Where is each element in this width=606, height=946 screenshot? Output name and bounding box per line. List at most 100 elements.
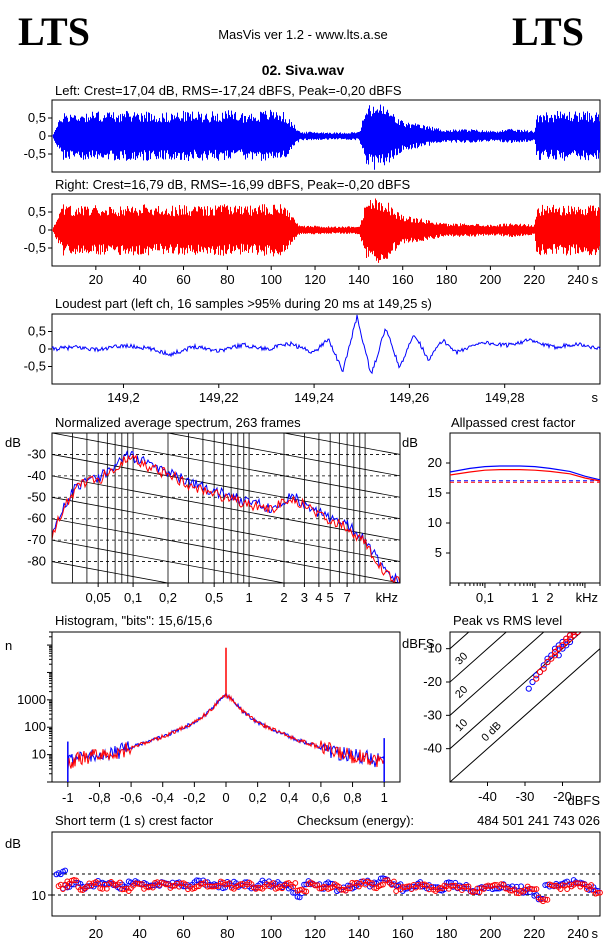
slope-line <box>52 454 400 520</box>
xtick-label: -0,4 <box>152 790 174 805</box>
ytick-label: -80 <box>27 554 46 569</box>
pvr-right-point <box>566 635 574 642</box>
allpassed-left-series <box>449 465 601 481</box>
xtick-label: 0,5 <box>205 590 223 605</box>
allpassed-crest-plot: 20 15 10 5 0,1 1 2 kHz <box>428 432 601 605</box>
x-unit-label: kHz <box>576 590 598 605</box>
xtick-label: 0,05 <box>86 590 111 605</box>
pvr-area: 40 30 20 10 0 dB <box>450 623 600 782</box>
pvr-left-point <box>579 623 584 628</box>
xtick-label: 100 <box>260 926 282 941</box>
short-term-right-point <box>312 882 318 889</box>
pvr-right-point <box>555 645 562 652</box>
xtick-label: 40 <box>132 926 146 941</box>
ytick-label: -70 <box>27 532 46 547</box>
pvr-right-point <box>570 632 577 639</box>
pvr-right-point <box>533 675 540 682</box>
right-waveform-title: Right: Crest=16,79 dB, RMS=-16,99 dBFS, … <box>55 177 410 192</box>
peak-vs-rms-title: Peak vs RMS level <box>453 613 562 628</box>
xtick-label: 0,6 <box>312 790 330 805</box>
xtick-label: 200 <box>480 926 502 941</box>
pvr-right-point <box>579 623 584 628</box>
spectrum-grid <box>52 283 400 583</box>
ytick-label: 10 <box>32 888 46 903</box>
xtick-label: 160 <box>392 272 414 287</box>
spectrum-right-series <box>52 454 400 583</box>
diagonal-line <box>450 632 545 717</box>
short-term-crest-title: Short term (1 s) crest factor <box>55 813 214 828</box>
short-term-right-point <box>136 881 143 887</box>
ytick-label: -0,5 <box>24 359 46 374</box>
xtick-label: 149,26 <box>390 390 430 405</box>
ytick-label: 0 <box>39 222 46 237</box>
pvr-left-point <box>555 642 562 649</box>
spectrum-ylabel: dB <box>5 435 21 450</box>
short-term-right-point <box>226 880 233 887</box>
short-term-right-point <box>345 885 351 892</box>
ytick-label: 5 <box>435 545 442 560</box>
x-unit-label: s <box>592 272 599 287</box>
allpassed-frame <box>449 432 601 584</box>
xtick-label: 0,1 <box>124 590 142 605</box>
spectrum-plot: -30 -40 -50 -60 -70 -80 0,05 0,1 0,2 0,5 1 2 3 4 5 7 kHz <box>27 283 401 605</box>
left-waveform-title: Left: Crest=17,04 dB, RMS=-17,24 dBFS, P… <box>55 83 402 98</box>
short-term-right-point <box>597 889 603 896</box>
slope-line <box>52 326 400 390</box>
xtick-label: 149,22 <box>199 390 239 405</box>
file-title: 02. Siva.wav <box>262 62 345 78</box>
histogram-plot: 1000 100 10 -1 -0,8 -0,6 -0,4 -0,2 0 0,2 0,4 0,6 0,8… <box>17 631 401 805</box>
diagonal-label: 30 <box>453 650 470 667</box>
pvr-left-point <box>582 623 587 628</box>
xtick-label: 240 <box>567 926 589 941</box>
xtick-label: 120 <box>304 272 326 287</box>
xtick-label: 220 <box>523 926 545 941</box>
xtick-label: 160 <box>392 926 414 941</box>
xtick-label: 0 <box>222 790 229 805</box>
short-term-right-point <box>237 881 244 888</box>
short-term-right-point <box>270 880 277 886</box>
slope-line <box>281 433 400 455</box>
xtick-label: -0,8 <box>88 790 110 805</box>
xtick-label: 180 <box>436 272 458 287</box>
pvr-frame <box>449 631 601 783</box>
ytick-label: -40 <box>27 468 46 483</box>
short-term-right-point <box>60 886 66 892</box>
ytick-label: 100 <box>24 719 46 734</box>
short-term-left-point <box>290 889 297 896</box>
ytick-label: 10 <box>428 515 442 530</box>
allpassed-crest-title: Allpassed crest factor <box>451 415 576 430</box>
spectrum-frame <box>51 432 401 584</box>
short-term-right-point <box>97 885 104 892</box>
ytick-label: -0,5 <box>24 146 46 161</box>
spectrum-title: Normalized average spectrum, 263 frames <box>55 415 301 430</box>
xtick-label: 140 <box>348 272 370 287</box>
slope-line <box>52 283 400 347</box>
xtick-label: 1 <box>531 590 538 605</box>
xtick-label: -0,2 <box>183 790 205 805</box>
pvr-left-point <box>575 626 580 631</box>
ytick-label: -60 <box>27 511 46 526</box>
xtick-label: 0,2 <box>249 790 267 805</box>
short-term-right-point <box>292 880 299 886</box>
xtick-label: 120 <box>304 926 326 941</box>
xtick-label: 4 <box>315 590 322 605</box>
short-term-right-point <box>347 885 354 892</box>
pvr-right-point <box>575 626 580 631</box>
ytick-label: 1000 <box>17 692 46 707</box>
diagonal-label: 10 <box>453 717 470 734</box>
pvr-right-point <box>540 665 547 672</box>
diagonal-line <box>450 632 583 750</box>
slope-line <box>52 518 400 583</box>
xtick-label: 3 <box>301 590 308 605</box>
pvr-left-point <box>559 645 566 652</box>
short-term-right-point <box>103 885 110 892</box>
pvr-left-point <box>525 685 532 692</box>
xtick-label: 149,24 <box>294 390 334 405</box>
short-term-right-point <box>382 877 389 884</box>
xtick-label: -40 <box>478 789 497 804</box>
slope-line <box>165 433 400 477</box>
xtick-label: 149,2 <box>107 390 140 405</box>
peak-vs-rms-ylabel: dBFS <box>402 636 435 651</box>
pvr-right-point <box>536 668 544 676</box>
histogram-title: Histogram, "bits": 15,6/15,6 <box>55 613 212 628</box>
